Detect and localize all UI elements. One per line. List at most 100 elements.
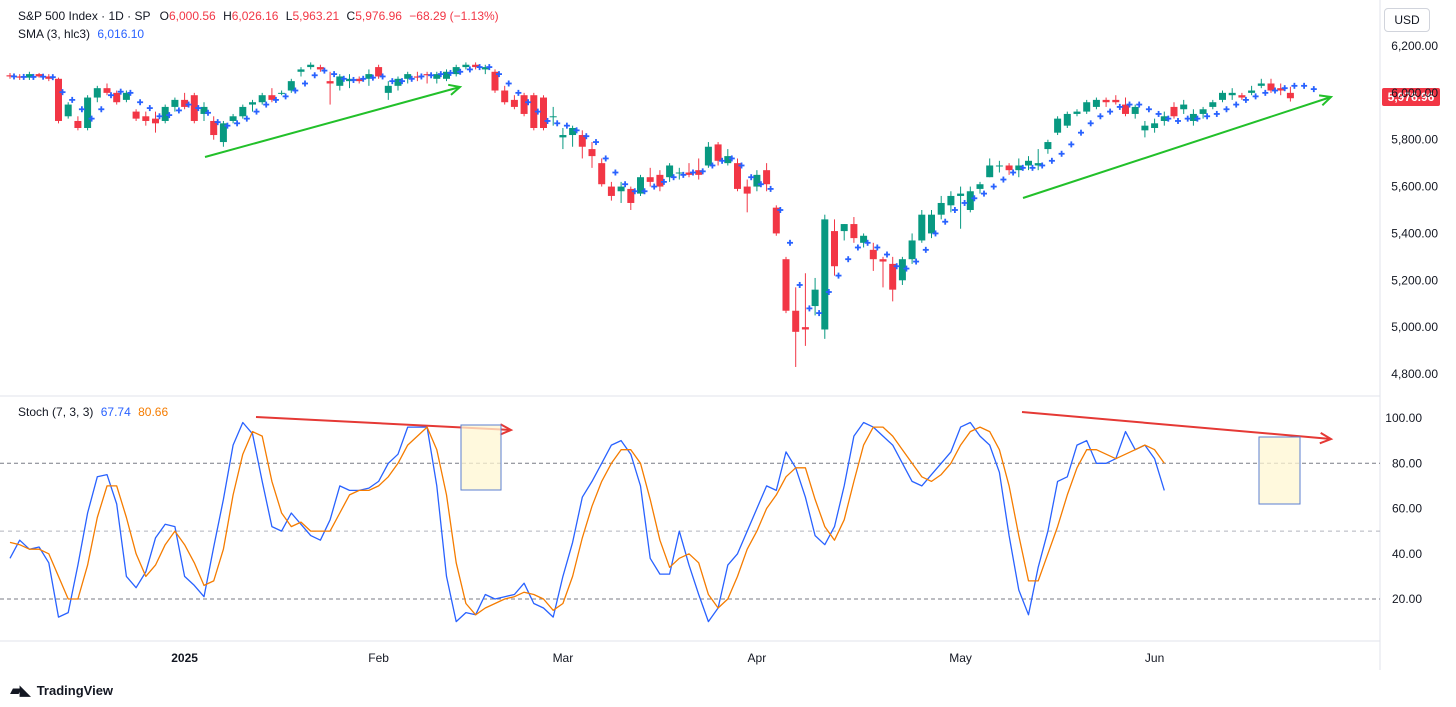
time-tick-label: Apr bbox=[748, 651, 767, 665]
candle-body bbox=[219, 123, 227, 143]
candle-body bbox=[831, 231, 838, 267]
candle-body bbox=[743, 186, 751, 194]
candle-body bbox=[889, 263, 897, 290]
candle-body bbox=[1131, 106, 1139, 114]
candle-body bbox=[1209, 102, 1217, 107]
candle-body bbox=[404, 74, 412, 79]
candle-body bbox=[1189, 113, 1197, 121]
candle-body bbox=[714, 144, 722, 161]
candle-body bbox=[1277, 88, 1285, 91]
candle-body bbox=[898, 259, 906, 281]
candle-body bbox=[578, 135, 586, 147]
candle-body bbox=[1199, 109, 1207, 114]
candle-body bbox=[666, 165, 674, 178]
candle-body bbox=[995, 165, 1003, 167]
sma-value: 6,016.10 bbox=[97, 27, 145, 41]
candle-body bbox=[510, 99, 518, 107]
candle-body bbox=[928, 214, 935, 234]
candle-body bbox=[132, 111, 140, 119]
candle-body bbox=[976, 184, 984, 189]
last-price-tag: 5,976.96 bbox=[1382, 88, 1440, 106]
candle-body bbox=[1112, 99, 1120, 103]
candle-body bbox=[384, 85, 392, 93]
price-tick-label: 5,200.00 bbox=[1391, 273, 1438, 287]
stoch-k-line bbox=[9, 421, 1165, 623]
low-label: L bbox=[285, 9, 293, 23]
time-tick-label: Feb bbox=[368, 651, 389, 665]
low-value: 5,963.21 bbox=[292, 9, 340, 23]
currency-selector[interactable]: USD bbox=[1384, 8, 1430, 32]
candle-body bbox=[365, 74, 373, 79]
price-tick-label: 6,000.00 bbox=[1391, 86, 1438, 100]
candle-body bbox=[1170, 106, 1178, 117]
price-tick-label: 5,000.00 bbox=[1391, 320, 1438, 334]
candle-body bbox=[627, 188, 635, 203]
highlight-box bbox=[1258, 436, 1301, 505]
candle-body bbox=[646, 177, 654, 182]
candle-body bbox=[675, 172, 683, 174]
tradingview-logo[interactable]: ▰◣ TradingView bbox=[10, 681, 113, 699]
candle-body bbox=[821, 219, 829, 330]
open-label: O bbox=[159, 9, 169, 23]
close-value: 5,976.96 bbox=[355, 9, 402, 23]
candle-body bbox=[161, 106, 169, 121]
candle-body bbox=[152, 118, 159, 124]
candle-body bbox=[258, 95, 266, 103]
candle-body bbox=[685, 172, 693, 175]
candle-body bbox=[93, 88, 101, 98]
candle-body bbox=[1063, 113, 1071, 126]
candle-body bbox=[918, 214, 926, 241]
candle-body bbox=[840, 224, 848, 232]
candle-body bbox=[394, 78, 402, 86]
candle-body bbox=[6, 75, 14, 77]
stoch-tick-label: 100.00 bbox=[1385, 411, 1422, 425]
divergence-arrow-head bbox=[499, 423, 514, 436]
candle-body bbox=[1219, 92, 1226, 100]
candle-body bbox=[433, 74, 441, 79]
candle-body bbox=[695, 170, 703, 175]
price-axis: 6,200.00 6,000.00 5,800.00 5,600.00 5,400.00… bbox=[1391, 39, 1438, 381]
candle-body bbox=[423, 74, 431, 76]
divergence-arrow bbox=[1021, 411, 1332, 440]
candle-body bbox=[45, 76, 53, 79]
candle-body bbox=[307, 64, 315, 68]
candle-body bbox=[1102, 99, 1110, 103]
price-tick-label: 6,200.00 bbox=[1391, 39, 1438, 53]
candle-body bbox=[181, 99, 189, 107]
candle-body bbox=[142, 116, 150, 121]
price-tick-label: 5,400.00 bbox=[1391, 226, 1438, 240]
candle-body bbox=[268, 95, 276, 100]
candle-body bbox=[336, 76, 344, 86]
candle-body bbox=[1248, 90, 1256, 93]
time-tick-label: 2025 bbox=[171, 651, 198, 665]
symbol-title: S&P 500 Index · 1D · SP bbox=[18, 9, 151, 23]
candle-body bbox=[375, 67, 383, 77]
high-value: 6,026.16 bbox=[231, 9, 279, 23]
candle-body bbox=[1025, 160, 1032, 166]
time-tick-label: May bbox=[949, 651, 972, 665]
tradingview-brand: TradingView bbox=[36, 683, 114, 698]
candle-body bbox=[1228, 92, 1236, 96]
divergence-arrow-head bbox=[1319, 432, 1334, 445]
candle-body bbox=[1180, 104, 1188, 110]
stoch-header: Stoch (7, 3, 3) 67.74 80.66 bbox=[18, 405, 168, 419]
candle-body bbox=[1160, 116, 1168, 121]
candle-body bbox=[346, 78, 353, 82]
stoch-d-value: 80.66 bbox=[138, 405, 169, 419]
candle-body bbox=[1005, 165, 1013, 171]
stoch-label: Stoch (7, 3, 3) bbox=[18, 405, 94, 419]
candle-body bbox=[122, 92, 130, 100]
candle-body bbox=[210, 120, 218, 136]
trend-arrow-up bbox=[1022, 96, 1332, 199]
grid-lines bbox=[0, 0, 1381, 670]
stoch-axis: 100.00 80.00 60.00 40.00 20.00 bbox=[1385, 411, 1422, 606]
candle-body bbox=[860, 235, 868, 243]
candle-body bbox=[74, 120, 82, 128]
candle-body bbox=[782, 259, 790, 311]
candle-body bbox=[1034, 163, 1042, 166]
candle-body bbox=[1122, 104, 1129, 114]
candle-body bbox=[355, 78, 363, 82]
candle-body bbox=[1073, 111, 1081, 114]
time-axis: 2025 Feb Mar Apr May Jun bbox=[171, 651, 1164, 665]
